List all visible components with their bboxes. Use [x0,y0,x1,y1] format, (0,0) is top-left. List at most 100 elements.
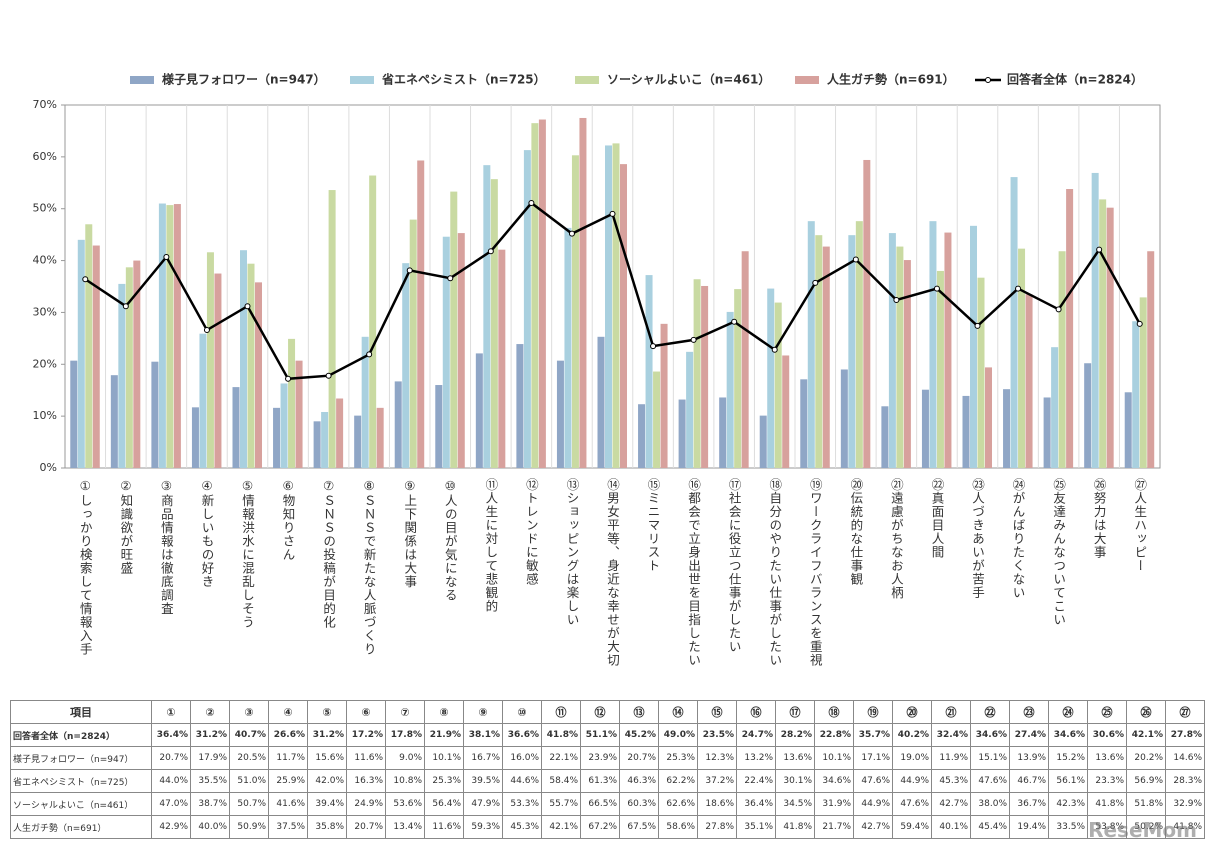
column-header: ① [151,700,191,724]
bar [288,338,296,468]
bar [151,361,159,468]
x-tick-label: ㉑遠慮がちなお人柄 [889,478,904,600]
bar [597,336,605,468]
table-cell: 47.9% [463,792,503,816]
row-header: 回答者全体（n=2824） [10,723,152,747]
bar [815,235,823,468]
table-cell: 30.6% [1087,723,1127,747]
row-header: ソーシャルよいこ（n=461） [10,792,152,816]
table-cell: 31.2% [190,723,230,747]
table-cell: 45.4% [970,815,1010,839]
table-cell: 44.6% [502,769,542,793]
column-header: ㉕ [1087,700,1127,724]
bar [556,360,564,468]
table-cell: 30.1% [775,769,815,793]
column-header: ② [190,700,230,724]
table-cell: 17.9% [190,746,230,770]
line-marker [244,303,251,310]
bar [807,221,815,468]
y-tick-label: 50% [33,202,57,215]
bar [273,407,281,468]
table-cell: 13.9% [1009,746,1049,770]
bar [158,203,166,468]
table-cell: 20.7% [151,746,191,770]
bar [361,336,369,468]
x-tick-label: ④新しいもの好き [199,478,214,589]
bar [734,289,742,468]
table-cell: 51.1% [580,723,620,747]
row-header: 省エネペシミスト（n=725） [10,769,152,793]
bar [125,267,133,468]
bar [328,190,336,468]
table-cell: 13.4% [385,815,425,839]
table-cell: 28.3% [1165,769,1205,793]
y-tick-label: 60% [33,150,57,163]
table-cell: 19.0% [892,746,932,770]
x-tick-label: ㉒真面目人間 [929,478,944,559]
bar [638,404,646,468]
table-cell: 49.0% [658,723,698,747]
table-cell: 36.6% [502,723,542,747]
bar [232,387,240,468]
table-cell: 47.6% [853,769,893,793]
column-header: ㉔ [1048,700,1088,724]
table-cell: 46.3% [619,769,659,793]
table-cell: 11.7% [268,746,308,770]
table-cell: 56.4% [424,792,464,816]
table-cell: 50.7% [229,792,269,816]
table-cell: 40.7% [229,723,269,747]
table-cell: 44.9% [853,792,893,816]
bar [376,407,384,468]
table-cell: 67.5% [619,815,659,839]
table-cell: 15.2% [1048,746,1088,770]
bar [848,235,856,468]
table-cell: 58.6% [658,815,698,839]
table-cell: 44.0% [151,769,191,793]
line-marker [406,267,413,274]
table-cell: 9.0% [385,746,425,770]
legend-label: ソーシャルよいこ（n=461） [607,72,770,87]
table-cell: 47.6% [970,769,1010,793]
bar [531,123,539,469]
bar [620,164,627,469]
table-cell: 50.2% [1126,815,1166,839]
bar [247,263,255,468]
table-cell: 44.9% [892,769,932,793]
y-tick-label: 0% [40,461,57,474]
x-tick-label: ⑯都会で立身出世を目指したい [686,478,701,667]
bar [498,249,506,468]
table-cell: 66.5% [580,792,620,816]
table-cell: 10.8% [385,769,425,793]
bar [1058,251,1066,468]
bar [579,117,587,468]
table-cell: 21.9% [424,723,464,747]
chart: 0% 10% 20% 30% 40% 50% 60% 70% ①しっかり検索して情報入手 ②知識欲… [33,72,1161,667]
table-cell: 25.3% [424,769,464,793]
bar [759,415,767,468]
y-tick-label: 10% [33,409,57,422]
bar [944,232,952,468]
line-marker [852,256,859,263]
legend-swatch [350,76,374,84]
table-cell: 42.1% [541,815,581,839]
table-cell: 56.1% [1048,769,1088,793]
x-tick-label: ⑬ショッピングは楽しい [564,478,579,627]
y-tick-label: 30% [33,305,57,318]
table-cell: 15.1% [970,746,1010,770]
table-cell: 55.7% [541,792,581,816]
table-cell: 16.0% [502,746,542,770]
bar [678,399,686,468]
table-cell: 11.6% [346,746,386,770]
x-tick-label: ⑲ワークライフバランスを重視 [808,478,823,667]
bar [970,225,977,468]
line-marker [1055,306,1062,313]
column-header: ㉒ [970,700,1010,724]
table-cell: 20.7% [619,746,659,770]
table-cell: 36.7% [1009,792,1049,816]
table-row: 様子見フォロワー（n=947） 20.7% 17.9% 20.5% 11.7% 15.6%… [10,746,1205,770]
bar [896,246,904,468]
table-header: 項目 [10,700,152,724]
y-tick-label: 20% [33,357,57,370]
table-cell: 23.9% [580,746,620,770]
